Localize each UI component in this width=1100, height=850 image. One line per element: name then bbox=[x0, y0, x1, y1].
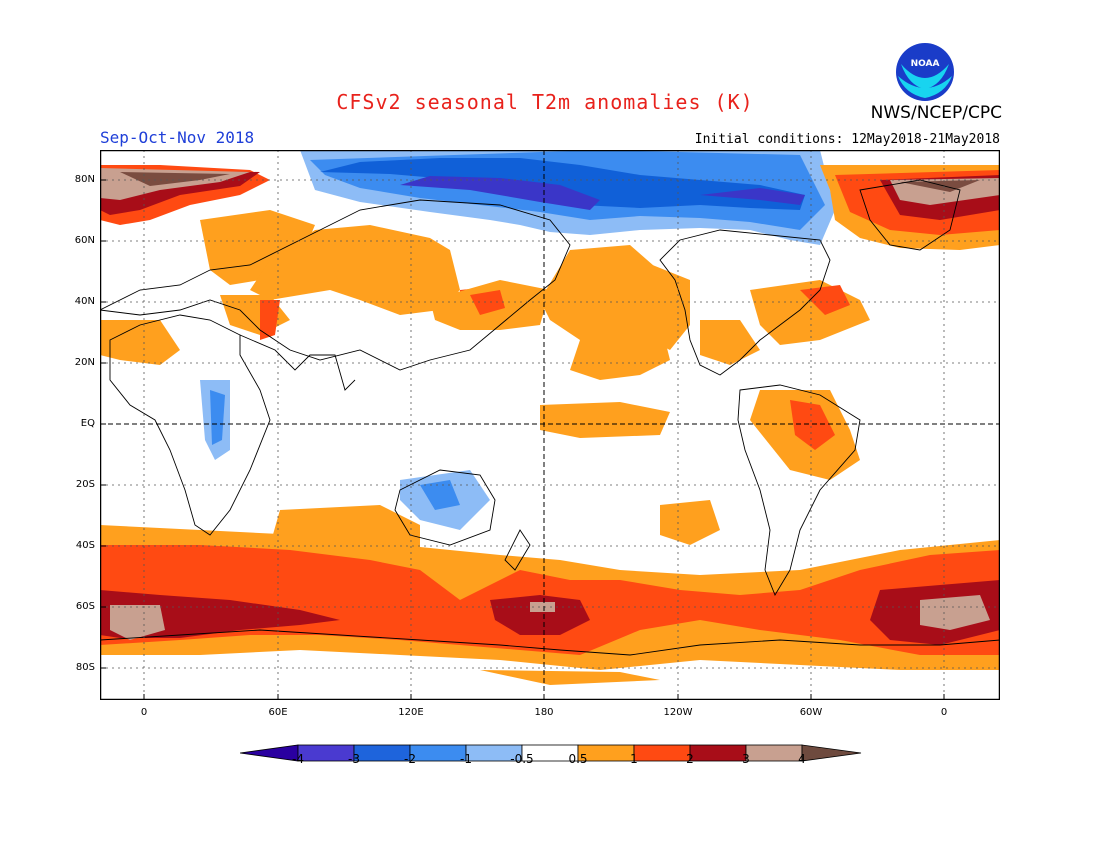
colorbar bbox=[240, 744, 862, 762]
map-frame bbox=[100, 150, 1000, 700]
colorbar-label: -3 bbox=[348, 752, 360, 766]
colorbar-arrow-right bbox=[801, 744, 862, 762]
lat-label-40s: 40S bbox=[75, 540, 95, 551]
lon-label-60e: 60E bbox=[268, 707, 288, 718]
agency-label: NWS/NCEP/CPC bbox=[870, 103, 1002, 123]
lat-label-80s: 80S bbox=[75, 662, 95, 673]
noaa-logo-text: NOAA bbox=[911, 59, 940, 69]
lon-label-0: 0 bbox=[140, 707, 148, 718]
colorbar-label: -4 bbox=[292, 752, 304, 766]
coastlines bbox=[100, 179, 1000, 656]
anomaly-map bbox=[100, 150, 1000, 700]
lon-label-120w: 120W bbox=[663, 707, 693, 718]
colorbar-label: 3 bbox=[742, 752, 750, 766]
noaa-logo-gull bbox=[898, 76, 952, 98]
colorbar-label: -0.5 bbox=[510, 752, 534, 766]
colorbar-label: 0.5 bbox=[568, 752, 588, 766]
lon-label-60w: 60W bbox=[799, 707, 823, 718]
axis-ticks bbox=[100, 179, 945, 700]
lat-label-20n: 20N bbox=[74, 357, 95, 368]
colorbar-label: -1 bbox=[460, 752, 472, 766]
colorbar-label: 4 bbox=[798, 752, 806, 766]
colorbar-label: 2 bbox=[686, 752, 694, 766]
equator-dateline bbox=[100, 150, 1000, 700]
lon-label-180: 180 bbox=[534, 707, 554, 718]
noaa-logo: NOAA bbox=[896, 43, 954, 101]
season-label: Sep-Oct-Nov 2018 bbox=[100, 128, 255, 147]
lat-label-60s: 60S bbox=[75, 601, 95, 612]
lat-label-eq: EQ bbox=[80, 418, 95, 429]
lat-label-40n: 40N bbox=[74, 296, 95, 307]
chart-title: CFSv2 seasonal T2m anomalies (K) bbox=[336, 90, 754, 114]
lon-label-0-east: 0 bbox=[940, 707, 948, 718]
lat-label-20s: 20S bbox=[75, 479, 95, 490]
lat-label-80n: 80N bbox=[74, 174, 95, 185]
initial-conditions-label: Initial conditions: 12May2018-21May2018 bbox=[694, 132, 1000, 147]
lat-label-60n: 60N bbox=[74, 235, 95, 246]
gridlines bbox=[100, 150, 1000, 700]
colorbar-label: 1 bbox=[630, 752, 638, 766]
colorbar-label: -2 bbox=[404, 752, 416, 766]
lon-label-120e: 120E bbox=[398, 707, 424, 718]
